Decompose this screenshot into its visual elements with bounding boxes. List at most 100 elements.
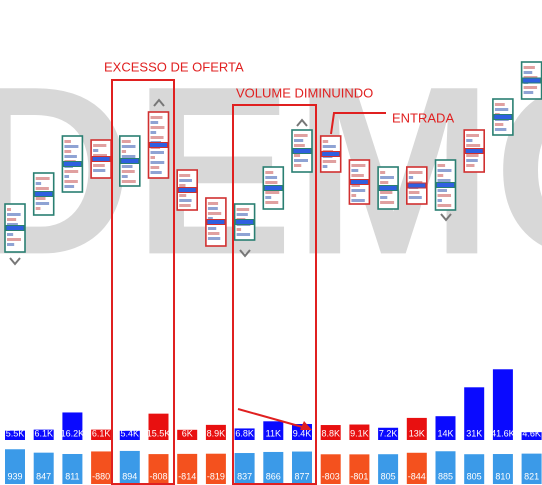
volume-bar [33, 429, 54, 440]
profile-row [7, 233, 14, 236]
annotation: VOLUME DIMINUINDO [236, 85, 373, 100]
volume-label: 9.1K [350, 428, 369, 438]
profile-row [121, 175, 128, 178]
delta-label: -844 [408, 471, 426, 481]
poc [34, 191, 54, 197]
profile-row [494, 123, 504, 126]
profile-row [380, 171, 386, 174]
poc [235, 219, 255, 225]
annotation: EXCESSO DE OFERTA [104, 59, 244, 74]
delta-label: 805 [381, 471, 396, 481]
volume-label: 8.9K [207, 428, 226, 438]
volume-bar [492, 369, 513, 440]
profile-row [150, 136, 164, 139]
candle [205, 197, 227, 247]
delta-bar [435, 451, 456, 484]
chevron [153, 98, 165, 107]
delta-label: -803 [322, 471, 340, 481]
profile-row [64, 185, 75, 188]
profile-row [179, 174, 191, 177]
poc [464, 148, 484, 154]
profile-row [294, 139, 304, 142]
profile-row [35, 207, 41, 210]
candle [4, 203, 26, 253]
poc [493, 114, 513, 120]
candle [520, 61, 542, 100]
poc [149, 142, 168, 148]
candle [262, 166, 285, 210]
profile-row [265, 191, 280, 194]
candle [405, 166, 428, 205]
delta-bar [320, 454, 341, 484]
candle [319, 135, 342, 173]
profile-row [236, 213, 248, 216]
profile-row [150, 126, 165, 129]
bars: 5.5K 6.1K 16.2K 6.1K 5.4K 15.5K 6K 8.9K 6.8K 11K 9… [5, 369, 542, 484]
delta-bar [406, 452, 427, 484]
profile-row [322, 140, 329, 143]
delta-bar [119, 450, 140, 484]
profile-row [121, 150, 127, 153]
profile-row [466, 144, 481, 147]
delta-bar [292, 451, 312, 484]
delta-bar [521, 453, 542, 484]
delta-bar [378, 454, 399, 484]
delta-label: -801 [350, 471, 368, 481]
delta-label: -808 [149, 471, 167, 481]
profile-row [466, 164, 475, 167]
annotation: ENTRADA [392, 110, 454, 125]
profile-row [437, 199, 442, 202]
profile-row [150, 116, 163, 119]
profile-row [437, 189, 448, 192]
profile-row [35, 182, 42, 185]
candle [32, 172, 55, 216]
delta-bar [62, 453, 83, 484]
volume-bar [5, 430, 25, 440]
delta-bar [148, 454, 169, 484]
chevron [296, 118, 308, 127]
poc [206, 219, 226, 225]
profile-row [294, 159, 308, 162]
profile-row [236, 208, 250, 211]
profile-row [207, 207, 218, 210]
profile-row [294, 134, 308, 137]
volume-label: 5.5K [6, 428, 25, 438]
poc [120, 158, 140, 164]
profile-row [150, 131, 157, 134]
profile-row [179, 184, 186, 187]
volume-label: 7.2K [379, 428, 398, 438]
volume-label: 11K [266, 428, 281, 438]
profile-row [207, 232, 220, 235]
profile-row [494, 128, 507, 131]
delta-label: -814 [178, 471, 196, 481]
profile-row [121, 170, 135, 173]
profile-row [322, 165, 328, 168]
profile-row [523, 71, 533, 74]
profile-row [265, 196, 272, 199]
candle [176, 169, 198, 211]
profile-row [437, 204, 452, 207]
profile-row [64, 170, 79, 173]
candle [291, 129, 313, 173]
volume-label: 16.2K [61, 428, 85, 438]
volume-bar [521, 432, 542, 440]
volume-label: 41.6K [491, 428, 515, 438]
chevron [9, 257, 21, 266]
volume-label: 6.1K [34, 428, 53, 438]
profile-row [466, 139, 473, 142]
candle [492, 98, 514, 136]
profile-row [179, 194, 187, 197]
profile-row [265, 171, 274, 174]
profile-row [179, 204, 191, 207]
delta-bar [177, 453, 198, 484]
volume-label: 6K [182, 428, 193, 438]
profile-row [380, 196, 388, 199]
poc [436, 182, 455, 188]
profile-row [236, 233, 251, 236]
profile-row [466, 134, 479, 137]
candle [463, 129, 486, 173]
poc [321, 151, 341, 157]
profile-row [7, 238, 21, 241]
profile-row [294, 164, 302, 167]
